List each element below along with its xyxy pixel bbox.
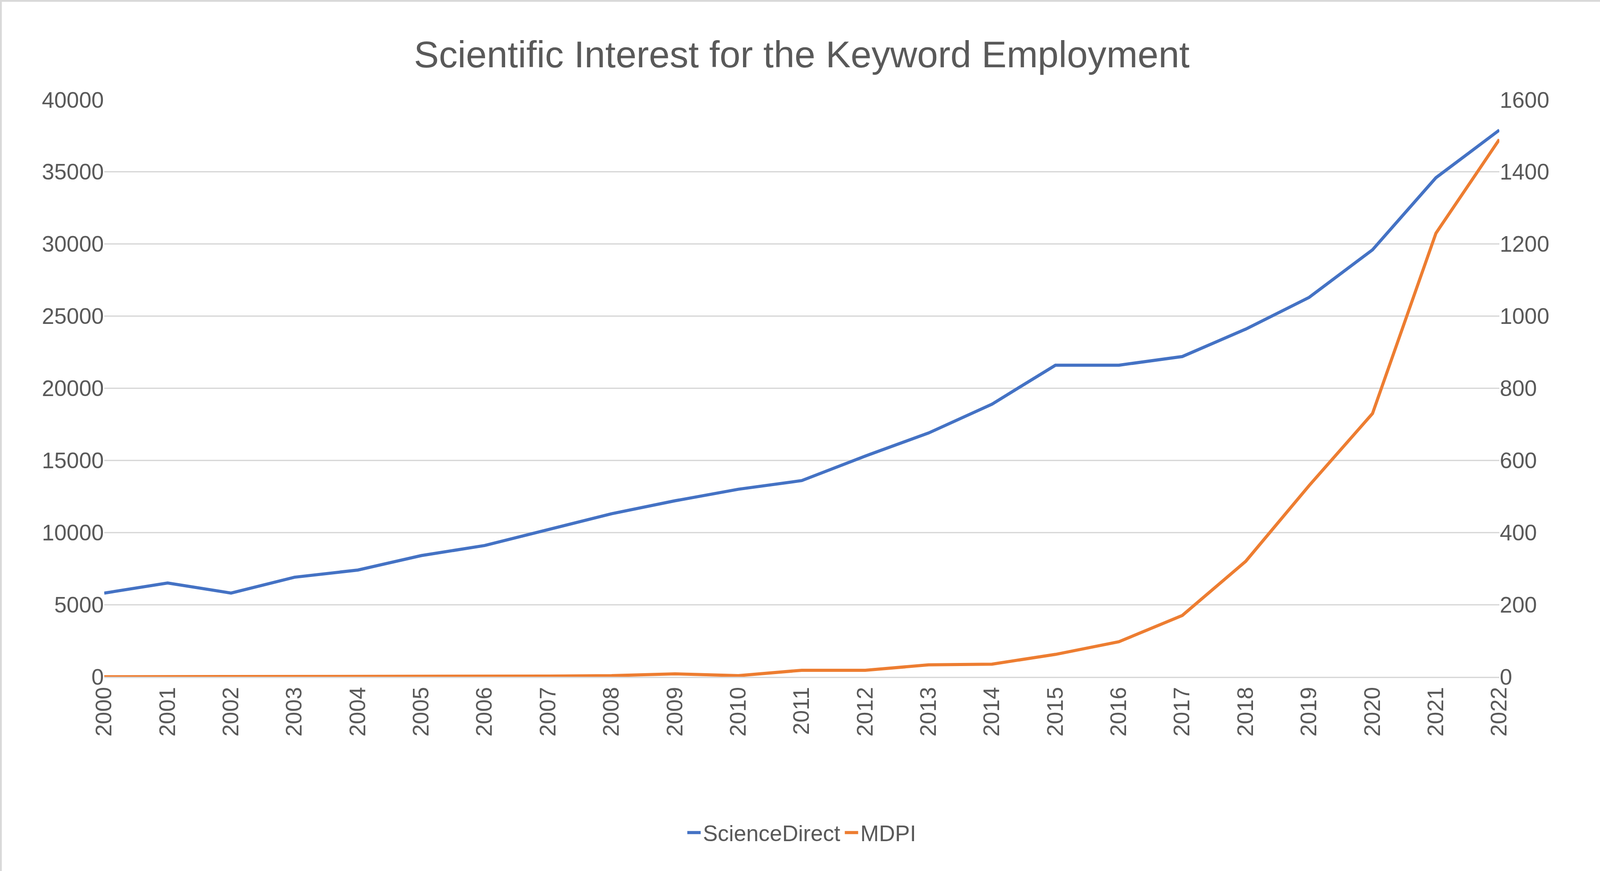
svg-text:2001: 2001 (155, 686, 180, 737)
svg-text:200: 200 (1499, 592, 1537, 618)
svg-text:2019: 2019 (1296, 686, 1322, 737)
svg-text:2018: 2018 (1232, 686, 1258, 737)
svg-text:2010: 2010 (725, 686, 751, 737)
svg-text:2007: 2007 (535, 686, 561, 737)
svg-text:2017: 2017 (1169, 686, 1195, 737)
svg-text:2009: 2009 (662, 686, 688, 737)
svg-text:ScienceDirect: ScienceDirect (702, 820, 841, 846)
svg-text:2014: 2014 (979, 686, 1005, 737)
svg-text:35000: 35000 (41, 159, 104, 185)
svg-text:2006: 2006 (471, 686, 497, 737)
svg-text:2012: 2012 (852, 686, 878, 737)
svg-text:2013: 2013 (915, 686, 941, 737)
svg-text:Scientific Interest for the Ke: Scientific Interest for the Keyword Empl… (413, 33, 1190, 76)
svg-text:1000: 1000 (1499, 303, 1550, 329)
svg-text:25000: 25000 (41, 303, 104, 329)
svg-text:2021: 2021 (1423, 686, 1449, 737)
svg-text:2002: 2002 (218, 686, 244, 737)
svg-text:2022: 2022 (1486, 686, 1512, 737)
svg-text:15000: 15000 (41, 448, 104, 474)
svg-text:0: 0 (91, 664, 104, 690)
svg-text:0: 0 (1499, 664, 1513, 690)
svg-text:2005: 2005 (408, 686, 434, 737)
svg-text:10000: 10000 (41, 520, 104, 546)
svg-text:2011: 2011 (788, 686, 814, 735)
svg-text:2003: 2003 (281, 686, 307, 737)
svg-text:MDPI: MDPI (860, 820, 917, 846)
svg-text:400: 400 (1499, 520, 1537, 546)
svg-text:1200: 1200 (1499, 231, 1550, 257)
svg-text:40000: 40000 (41, 87, 104, 113)
svg-text:2016: 2016 (1106, 686, 1131, 737)
svg-text:600: 600 (1499, 448, 1537, 474)
svg-text:2004: 2004 (345, 686, 371, 737)
svg-text:20000: 20000 (41, 375, 104, 401)
svg-text:5000: 5000 (54, 592, 104, 618)
svg-text:30000: 30000 (41, 231, 104, 257)
svg-text:2020: 2020 (1359, 686, 1385, 737)
svg-text:800: 800 (1499, 375, 1537, 401)
svg-text:1600: 1600 (1499, 87, 1550, 113)
svg-text:2015: 2015 (1042, 686, 1068, 737)
svg-text:2000: 2000 (91, 686, 117, 737)
svg-text:1400: 1400 (1499, 159, 1550, 185)
svg-text:2008: 2008 (598, 686, 624, 737)
